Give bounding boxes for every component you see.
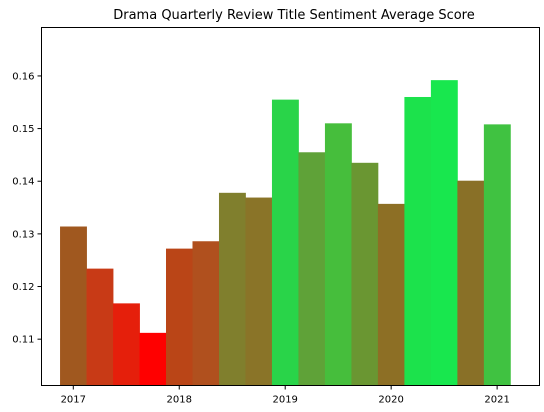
bar (483, 124, 511, 386)
bar (139, 332, 167, 386)
bar (192, 241, 220, 386)
y-axis-ticks: 0.11 0.12 0.13 0.14 0.15 0.16 (12, 71, 42, 346)
bar (166, 248, 193, 386)
bar (351, 162, 379, 386)
x-tick-label: 2020 (378, 395, 403, 406)
bar (377, 203, 405, 386)
y-tick-label: 0.13 (12, 229, 34, 240)
chart-title: Drama Quarterly Review Title Sentiment A… (113, 8, 475, 23)
y-tick-label: 0.16 (12, 71, 34, 82)
x-tick-label: 2021 (484, 395, 509, 406)
plot-frame (41, 27, 540, 386)
bar (113, 303, 140, 386)
bar (60, 226, 87, 386)
bar (298, 152, 326, 386)
bars-group (60, 80, 511, 386)
y-tick-label: 0.14 (12, 177, 34, 188)
x-tick-label: 2018 (167, 395, 192, 406)
bar (271, 99, 299, 386)
bar (404, 96, 432, 386)
x-tick-label: 2019 (272, 395, 297, 406)
y-tick-label: 0.12 (12, 282, 34, 293)
bar (430, 80, 458, 386)
bar (457, 180, 485, 386)
bar (218, 192, 246, 386)
y-tick-label: 0.15 (12, 124, 34, 135)
bar (86, 268, 114, 386)
x-axis-ticks: 2017 2018 2019 2020 2021 (61, 385, 510, 406)
bar (324, 123, 352, 386)
bar (245, 197, 273, 386)
y-tick-label: 0.11 (12, 335, 34, 346)
x-tick-label: 2017 (61, 395, 86, 406)
